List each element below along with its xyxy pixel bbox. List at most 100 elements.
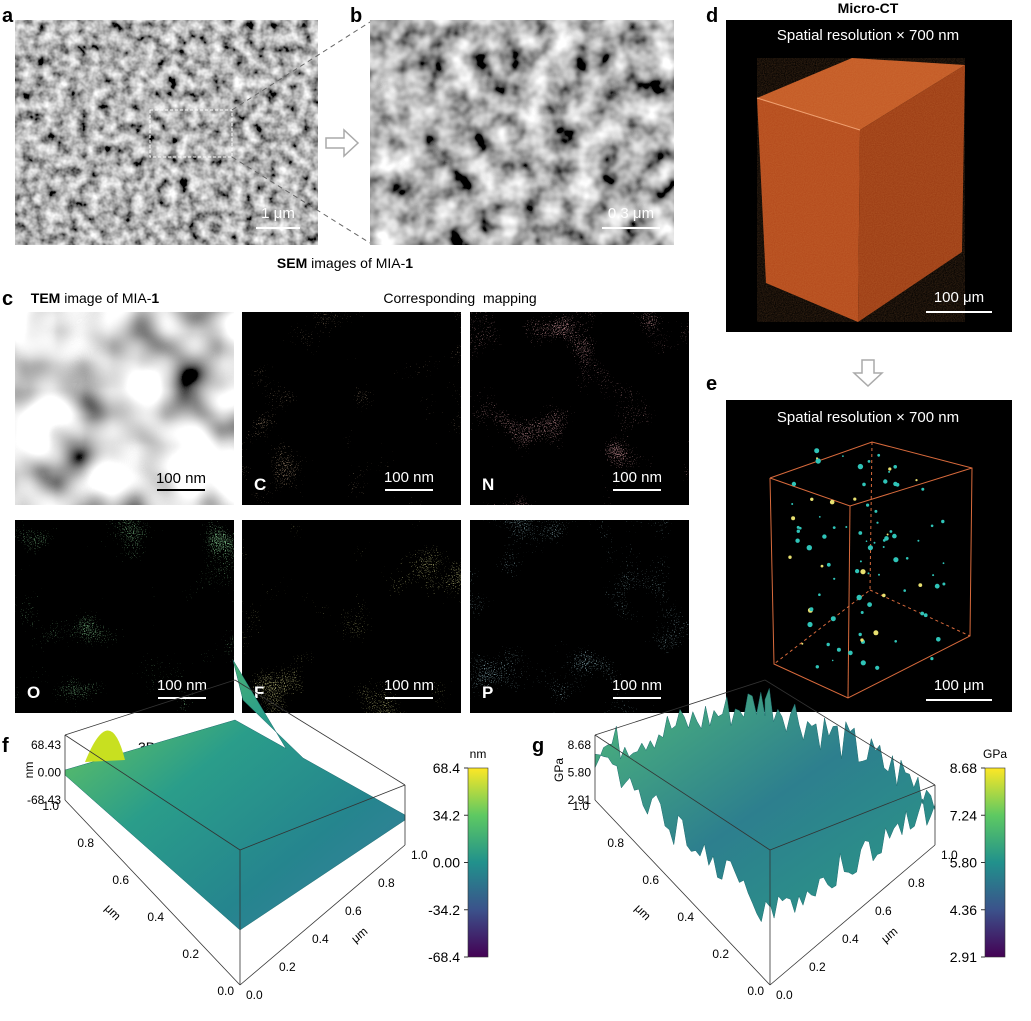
x-tick-label: 0.4 <box>677 910 694 924</box>
pore <box>829 499 835 505</box>
z-tick-label: 2.91 <box>568 793 592 807</box>
caption-bold: SEM <box>277 255 307 271</box>
box-edge <box>769 784 936 851</box>
tem-image <box>15 312 234 505</box>
y-tick-label: 1.0 <box>411 848 428 862</box>
mapping-grid: C 100 nm N 100 nm O 100 nm F 100 nm P 100 nm <box>15 312 689 713</box>
pore <box>836 647 841 652</box>
pore <box>815 665 819 669</box>
pore <box>820 564 824 568</box>
colorbar-tick-label: -68.4 <box>428 949 460 965</box>
pore <box>894 640 897 643</box>
box-edge <box>239 784 406 851</box>
pore <box>857 463 864 470</box>
pore <box>806 545 812 551</box>
pore <box>831 659 834 662</box>
box-edge <box>769 844 936 986</box>
x-tick-label: 1.0 <box>572 799 589 813</box>
box-edge <box>594 734 771 851</box>
element-label: O <box>27 683 40 702</box>
pore <box>822 534 827 539</box>
z-tick-label: 68.43 <box>31 738 61 752</box>
pore <box>860 611 864 614</box>
x-tick-label: 0.8 <box>607 836 624 850</box>
sem-image <box>370 20 674 245</box>
map-signal <box>242 312 461 505</box>
pore <box>874 509 878 513</box>
pore <box>791 481 797 487</box>
pore <box>830 616 836 622</box>
x-tick-label: 0.2 <box>712 947 729 961</box>
y-tick-label: 0.2 <box>809 960 826 974</box>
pore <box>893 481 898 487</box>
x-tick-label: 0.6 <box>642 873 659 887</box>
pore <box>888 467 892 471</box>
pore <box>930 524 934 528</box>
colorbar-tick-label: 5.80 <box>950 855 977 871</box>
map-signal <box>470 312 689 505</box>
box-edge <box>764 679 936 786</box>
box-edge <box>773 441 873 665</box>
pore <box>930 657 934 661</box>
colorbar-label: nm <box>470 747 487 761</box>
z-axis-label: GPa <box>552 758 566 782</box>
y-axis-label: μm <box>878 924 900 946</box>
map-signal <box>15 520 234 713</box>
pore <box>833 577 836 580</box>
box-edge <box>64 679 236 736</box>
colorbar-tick-label: 8.68 <box>950 760 977 776</box>
pore <box>856 594 862 601</box>
pore <box>878 573 880 576</box>
pore <box>788 555 792 559</box>
colorbar-tick-label: 4.36 <box>950 902 977 918</box>
pore <box>860 638 864 642</box>
x-tick-label: 0.6 <box>112 873 129 887</box>
pore <box>791 503 794 505</box>
pore <box>810 497 814 501</box>
pore <box>796 525 800 529</box>
colorbar <box>467 767 489 958</box>
pore <box>853 497 857 501</box>
ct-image <box>726 400 1012 712</box>
pore <box>941 519 945 524</box>
pore <box>809 607 814 612</box>
title-bold: TEM <box>31 290 61 306</box>
pore <box>859 560 862 563</box>
zoom-line <box>231 21 371 111</box>
y-tick-label: 0.8 <box>908 876 925 890</box>
pore <box>818 593 821 596</box>
wireframe <box>769 441 973 699</box>
box-edge <box>847 505 851 699</box>
scale-label: 100 μm <box>934 677 984 694</box>
y-tick-label: 0.0 <box>246 988 263 1002</box>
zoom-box <box>149 109 233 158</box>
pore <box>795 538 800 543</box>
colorbar-tick-label: 68.4 <box>433 760 460 776</box>
z-tick-label: 5.80 <box>568 766 592 780</box>
pore <box>866 503 870 507</box>
pore <box>867 602 872 607</box>
pore <box>889 530 893 533</box>
map-signal <box>242 520 461 713</box>
z-tick-label: -68.43 <box>27 793 61 807</box>
pore <box>942 582 946 586</box>
y-tick-label: 0.6 <box>875 904 892 918</box>
pore <box>818 516 821 518</box>
pore <box>826 562 831 567</box>
box-edge <box>239 844 406 986</box>
x-tick-label: 0.4 <box>147 910 164 924</box>
y-tick-label: 0.6 <box>345 904 362 918</box>
colorbar-tick-label: 7.24 <box>950 807 977 823</box>
y-axis-label: μm <box>348 924 370 946</box>
pore <box>875 665 880 670</box>
caption: SEM images of MIA-1 <box>277 255 413 271</box>
scale-label: 100 μm <box>934 289 984 306</box>
pore <box>882 546 885 548</box>
resolution: Spatial resolution × 700 nm <box>777 27 959 44</box>
pore <box>918 583 923 587</box>
pore <box>873 541 876 544</box>
pore <box>848 650 853 656</box>
element-label: N <box>482 475 494 494</box>
pore <box>860 569 866 575</box>
